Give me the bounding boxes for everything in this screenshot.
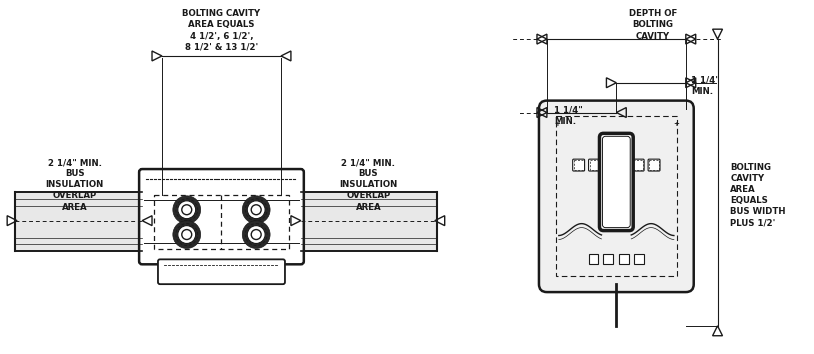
Bar: [633, 160, 643, 170]
Bar: [589, 160, 599, 170]
Bar: [589, 255, 598, 264]
Circle shape: [252, 205, 261, 215]
Bar: [154, 195, 289, 250]
FancyBboxPatch shape: [632, 159, 644, 171]
Bar: [603, 255, 614, 264]
Text: BOLTING CAVITY
AREA EQUALS
4 1/2', 6 1/2',
8 1/2' & 13 1/2': BOLTING CAVITY AREA EQUALS 4 1/2', 6 1/2…: [182, 9, 260, 52]
Circle shape: [247, 225, 265, 244]
FancyBboxPatch shape: [139, 169, 304, 264]
Bar: [574, 160, 584, 170]
FancyBboxPatch shape: [589, 159, 601, 171]
Bar: [634, 255, 644, 264]
Bar: [15, 192, 142, 251]
Text: +: +: [673, 121, 679, 127]
Circle shape: [182, 230, 192, 240]
Circle shape: [247, 201, 265, 219]
Text: 2 1/4" MIN.
BUS
INSULATION
OVERLAP
AREA: 2 1/4" MIN. BUS INSULATION OVERLAP AREA: [46, 158, 103, 212]
Text: +: +: [554, 121, 560, 127]
Circle shape: [243, 196, 270, 224]
Text: 2 1/4" MIN.
BUS
INSULATION
OVERLAP
AREA: 2 1/4" MIN. BUS INSULATION OVERLAP AREA: [339, 158, 397, 212]
FancyBboxPatch shape: [599, 133, 633, 230]
Text: 1 1/4"
MIN.: 1 1/4" MIN.: [691, 76, 720, 96]
FancyBboxPatch shape: [539, 101, 694, 292]
Circle shape: [173, 221, 200, 249]
FancyBboxPatch shape: [648, 159, 660, 171]
Text: BOLTING
CAVITY
AREA
EQUALS
BUS WIDTH
PLUS 1/2': BOLTING CAVITY AREA EQUALS BUS WIDTH PLU…: [730, 162, 786, 227]
Bar: [556, 116, 677, 276]
Circle shape: [177, 225, 195, 244]
Circle shape: [252, 230, 261, 240]
Circle shape: [182, 205, 192, 215]
FancyBboxPatch shape: [158, 259, 285, 284]
Circle shape: [243, 221, 270, 249]
Circle shape: [177, 201, 195, 219]
Bar: [649, 160, 659, 170]
FancyBboxPatch shape: [573, 159, 584, 171]
Text: DEPTH OF
BOLTING
CAVITY: DEPTH OF BOLTING CAVITY: [629, 9, 677, 40]
Bar: [619, 255, 629, 264]
Circle shape: [173, 196, 200, 224]
Text: 1 1/4"
MIN.: 1 1/4" MIN.: [554, 105, 583, 126]
Bar: [301, 192, 437, 251]
